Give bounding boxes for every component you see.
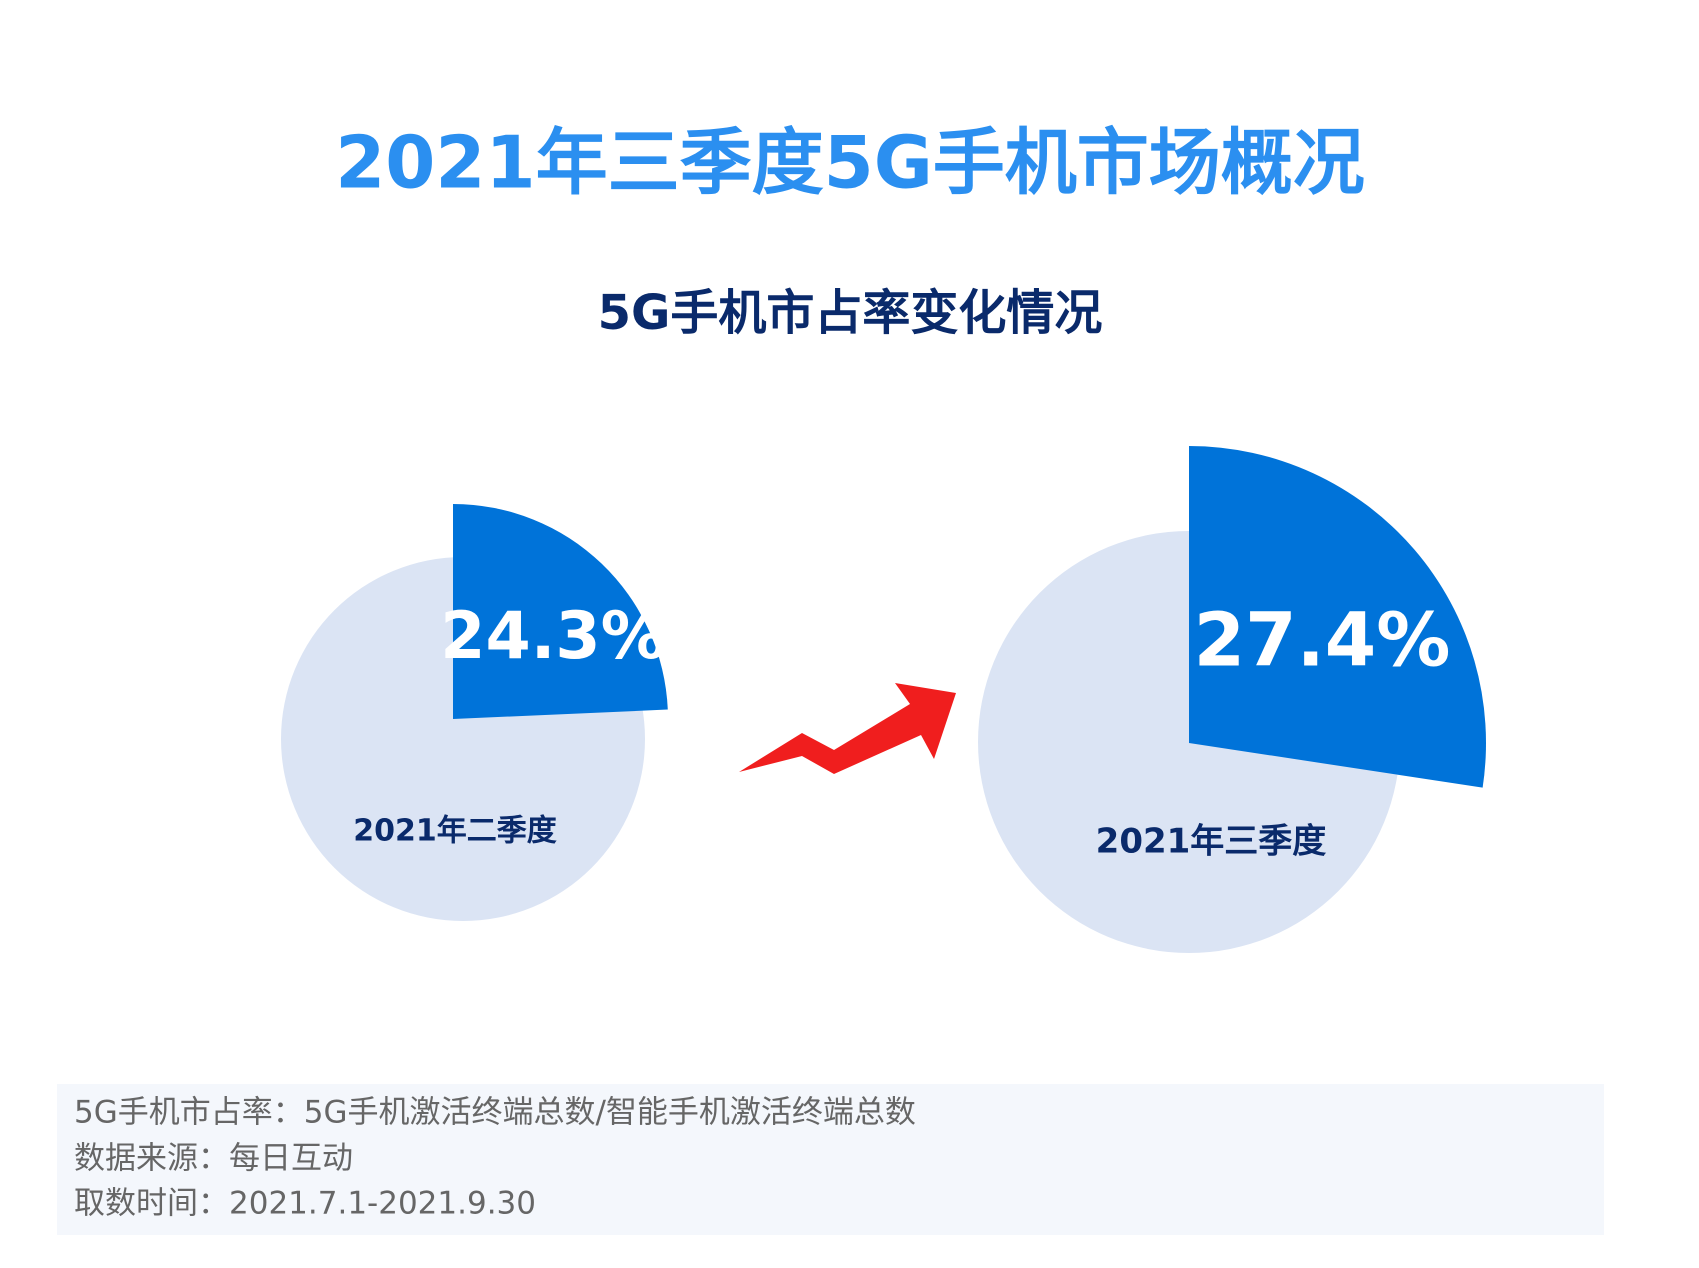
value-label: 27.4% — [1194, 598, 1451, 684]
value-label: 24.3% — [440, 599, 666, 674]
pie-slice — [453, 504, 668, 719]
note: 数据来源：每日互动 — [74, 1141, 353, 1177]
note-box — [57, 1084, 1604, 1235]
trend-arrow — [739, 683, 956, 774]
pie-slice — [1189, 446, 1486, 788]
pie-title: 2021年三季度 — [1096, 822, 1327, 862]
subtitle: 5G手机市占率变化情况 — [598, 285, 1103, 341]
note: 取数时间：2021.7.1-2021.9.30 — [74, 1186, 536, 1222]
title: 2021年三季度5G手机市场概况 — [335, 121, 1365, 205]
note: 5G手机市占率：5G手机激活终端总数/智能手机激活终端总数 — [74, 1095, 916, 1131]
pie-title: 2021年二季度 — [353, 814, 557, 849]
